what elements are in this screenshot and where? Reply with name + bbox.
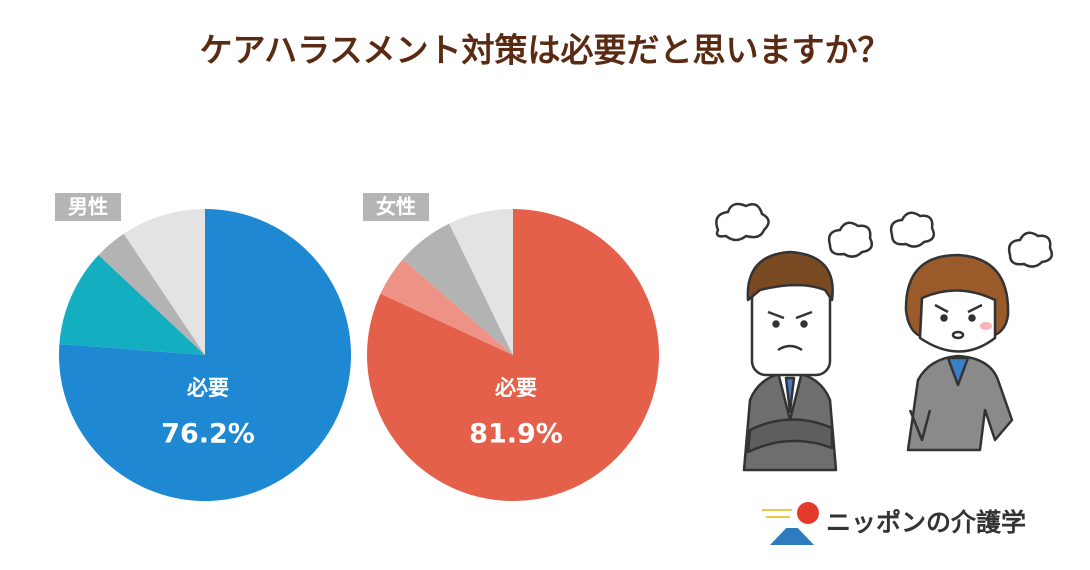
series-label: 女性 bbox=[376, 195, 416, 219]
logo-text: ニッポンの介護学 bbox=[826, 508, 1026, 537]
illustration-woman bbox=[904, 253, 1014, 452]
pie-slice bbox=[402, 223, 513, 355]
pie-slice bbox=[123, 209, 205, 355]
anger-cloud bbox=[889, 211, 1053, 268]
slice-value-label: 81.9% bbox=[469, 419, 563, 450]
series-label-box bbox=[55, 193, 121, 221]
anger-cloud bbox=[715, 202, 873, 258]
logo: ニッポンの介護学 bbox=[762, 502, 1026, 545]
slice-category-label: 必要 bbox=[187, 376, 229, 400]
pie-slice bbox=[98, 233, 205, 355]
pie-slice bbox=[59, 255, 206, 355]
slice-category-label: 必要 bbox=[495, 376, 537, 400]
illustration-man bbox=[742, 250, 838, 472]
slice-value-label: 76.2% bbox=[161, 419, 255, 450]
page-title: ケアハラスメント対策は必要だと思いますか？ bbox=[199, 31, 890, 70]
series-label-box bbox=[363, 193, 429, 221]
pie-slice bbox=[366, 209, 659, 501]
pie-slice bbox=[380, 259, 513, 355]
pie-slice bbox=[449, 209, 513, 355]
series-label: 男性 bbox=[68, 195, 108, 219]
